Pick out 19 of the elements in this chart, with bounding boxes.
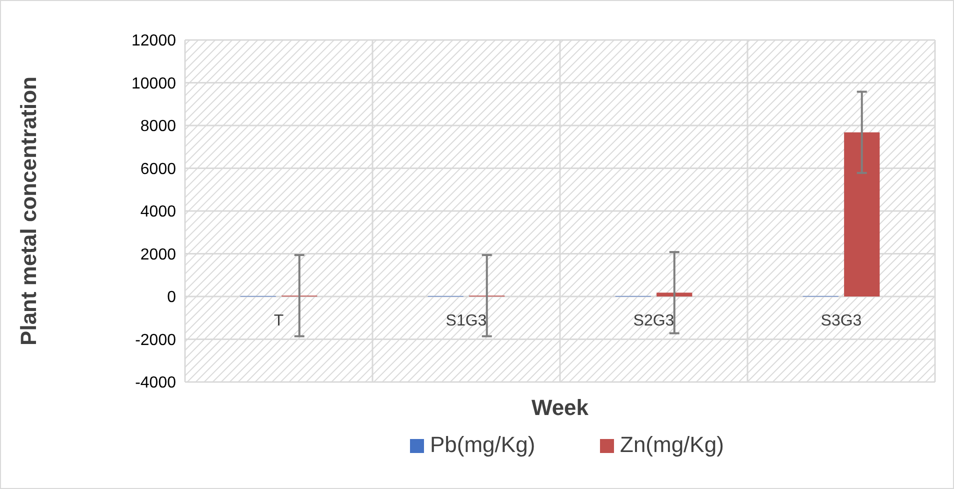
y-tick-label: 8000 [140, 118, 176, 136]
y-tick-label: -2000 [135, 332, 176, 349]
x-tick-label: S2G3 [633, 312, 674, 330]
x-axis-title: Week [531, 395, 590, 420]
x-tick-label: S1G3 [446, 312, 487, 330]
x-tick-label: T [274, 312, 284, 330]
y-tick-label: 0 [167, 289, 176, 306]
bar [656, 292, 692, 296]
legend-label: Zn(mg/Kg) [620, 432, 724, 457]
legend-label: Pb(mg/Kg) [430, 432, 536, 457]
bar [844, 132, 880, 296]
x-tick-label: S3G3 [820, 312, 862, 330]
y-tick-label: 12000 [132, 32, 176, 50]
y-tick-label: 10000 [132, 75, 176, 92]
y-tick-label: 4000 [140, 204, 176, 221]
y-tick-label: 6000 [140, 160, 176, 178]
y-tick-label: 2000 [140, 246, 176, 264]
y-tick-label: -4000 [135, 374, 176, 392]
y-axis-title: Plant metal concentration [16, 76, 41, 346]
